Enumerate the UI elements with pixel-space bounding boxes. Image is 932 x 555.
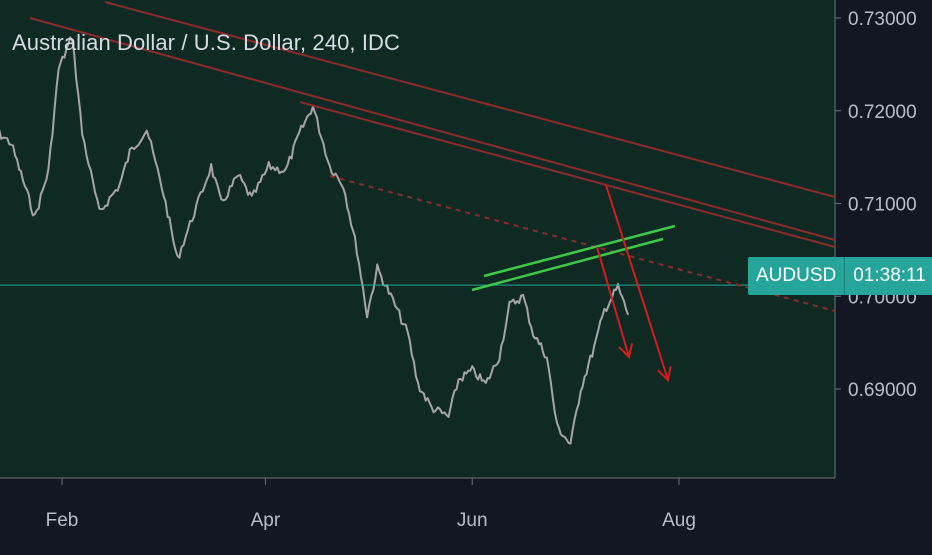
resistance-line-lower bbox=[299, 101, 836, 248]
y-tick-label: 0.71000 bbox=[848, 195, 917, 216]
symbol-label: AUDUSD bbox=[748, 257, 845, 295]
x-tick-label: Aug bbox=[662, 510, 696, 531]
y-tick-label: 0.72000 bbox=[848, 102, 917, 123]
x-tick-label: Apr bbox=[251, 510, 281, 531]
projection-arrow-head bbox=[618, 343, 633, 360]
resistance-line-dashed bbox=[329, 175, 836, 312]
plot-area bbox=[0, 0, 835, 478]
channel-line-upper bbox=[483, 224, 676, 278]
resistance-line-middle bbox=[29, 17, 836, 241]
projection-arrow-head bbox=[657, 366, 672, 382]
price-series-line bbox=[0, 36, 630, 445]
projection-arrow-shaft bbox=[605, 184, 669, 381]
y-tick-label: 0.69000 bbox=[848, 380, 917, 401]
resistance-line-upper bbox=[104, 1, 836, 198]
time-axis-area bbox=[0, 478, 932, 550]
chart-title: Australian Dollar / U.S. Dollar, 240, ID… bbox=[12, 30, 401, 55]
countdown-label: 01:38:11 bbox=[844, 257, 932, 295]
last-price-badge: AUDUSD 01:38:11 bbox=[748, 257, 932, 295]
projection-arrow-shaft bbox=[596, 246, 630, 358]
x-tick-label: Jun bbox=[457, 510, 488, 531]
x-tick-label: Feb bbox=[46, 510, 79, 531]
y-tick-label: 0.73000 bbox=[848, 9, 917, 30]
channel-line-lower bbox=[471, 237, 664, 292]
